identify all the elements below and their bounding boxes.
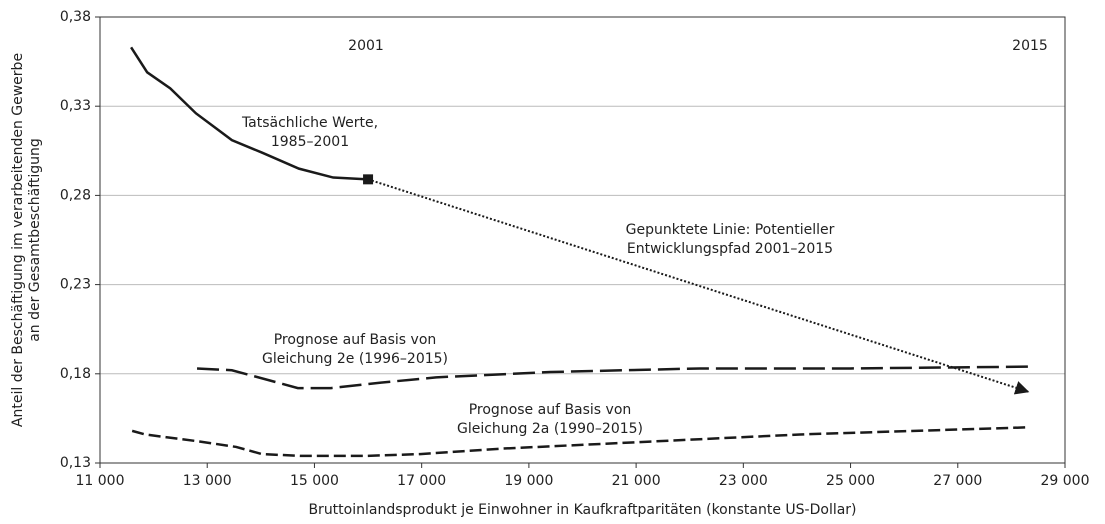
- y-tick-label: 0,13: [60, 455, 91, 471]
- y-tick-label: 0,38: [60, 9, 91, 25]
- x-tick-label: 19 000: [504, 473, 553, 489]
- x-tick-label: 15 000: [290, 473, 339, 489]
- annotation: Gleichung 2a (1990–2015): [457, 421, 643, 437]
- plot-frame: [99, 16, 1066, 464]
- y-tick-label: 0,23: [60, 277, 91, 293]
- annotation: Prognose auf Basis von: [469, 402, 632, 418]
- y-axis-label: Anteil der Beschäftigung im verarbeitend…: [10, 53, 26, 427]
- series-line: [130, 46, 369, 181]
- annotation: Tatsächliche Werte,: [241, 115, 378, 131]
- series-line: [367, 178, 1030, 395]
- y-tick-label: 0,28: [60, 187, 91, 203]
- annotation: Gleichung 2e (1996–2015): [262, 351, 448, 367]
- series-line: [196, 365, 1029, 390]
- x-tick-label: 25 000: [826, 473, 875, 489]
- x-tick-label: 13 000: [183, 473, 232, 489]
- x-tick-label: 11 000: [76, 473, 125, 489]
- x-tick-label: 17 000: [397, 473, 446, 489]
- x-tick-label: 27 000: [933, 473, 982, 489]
- y-axis-label: an der Gesamtbeschäftigung: [27, 138, 43, 342]
- x-tick-label: 29 000: [1041, 473, 1090, 489]
- x-tick-label: 23 000: [719, 473, 768, 489]
- annotation: 2001: [348, 38, 384, 54]
- annotation: Prognose auf Basis von: [274, 332, 437, 348]
- annotation: 1985–2001: [271, 134, 349, 150]
- annotation: Entwicklungspfad 2001–2015: [627, 241, 833, 257]
- y-tick-label: 0,33: [60, 98, 91, 114]
- x-tick-label: 21 000: [612, 473, 661, 489]
- annotation: 2015: [1012, 38, 1048, 54]
- series-line: [131, 426, 1029, 458]
- annotation: Gepunktete Linie: Potentieller: [626, 222, 835, 238]
- y-tick-label: 0,18: [60, 366, 91, 382]
- x-axis-label: Bruttoinlandsprodukt je Einwohner in Kau…: [308, 502, 856, 518]
